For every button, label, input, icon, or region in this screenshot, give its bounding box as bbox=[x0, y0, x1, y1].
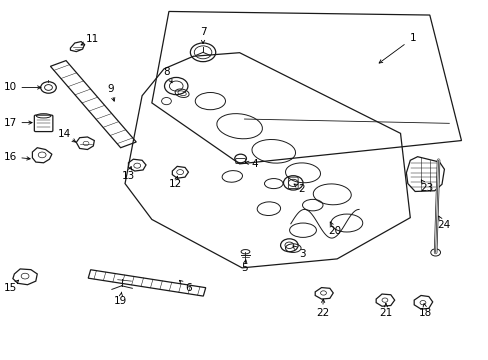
Text: 18: 18 bbox=[418, 309, 431, 318]
Text: 24: 24 bbox=[436, 220, 449, 230]
Text: 8: 8 bbox=[163, 67, 169, 77]
Text: 22: 22 bbox=[315, 309, 328, 318]
Text: 15: 15 bbox=[4, 283, 17, 293]
Text: 19: 19 bbox=[113, 296, 126, 306]
Text: 9: 9 bbox=[107, 84, 114, 94]
Text: 13: 13 bbox=[122, 171, 135, 181]
Text: 2: 2 bbox=[298, 184, 305, 194]
Text: 21: 21 bbox=[379, 309, 392, 318]
Text: 14: 14 bbox=[58, 129, 71, 139]
Text: 7: 7 bbox=[199, 27, 206, 37]
Text: 1: 1 bbox=[408, 33, 415, 43]
Text: 10: 10 bbox=[4, 82, 17, 93]
Text: 5: 5 bbox=[241, 263, 247, 273]
Text: 3: 3 bbox=[298, 248, 305, 258]
Text: 23: 23 bbox=[420, 183, 433, 193]
Text: 20: 20 bbox=[327, 226, 341, 236]
Text: 4: 4 bbox=[250, 159, 257, 169]
Text: 17: 17 bbox=[4, 118, 17, 128]
Text: 16: 16 bbox=[4, 152, 17, 162]
Text: 6: 6 bbox=[185, 283, 191, 293]
Text: 12: 12 bbox=[168, 179, 182, 189]
Text: 11: 11 bbox=[85, 35, 99, 44]
